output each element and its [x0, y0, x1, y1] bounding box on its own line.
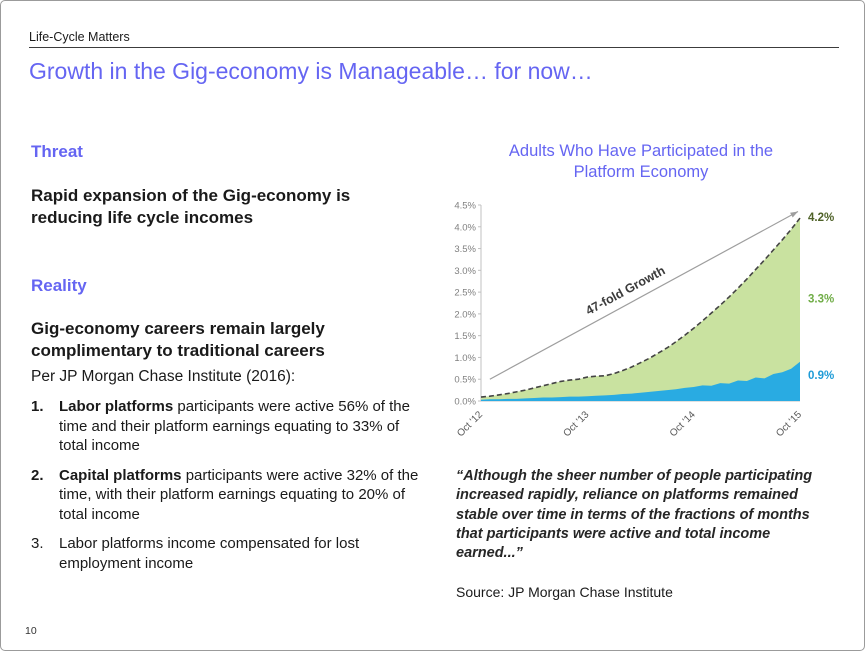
- list-item-number: 3.: [31, 535, 44, 552]
- reality-text: Gig-economy careers remain largely compl…: [31, 319, 325, 360]
- x-axis-label: Oct '15: [774, 409, 804, 439]
- list-item: 1. Labor platforms participants were act…: [31, 397, 421, 456]
- list-item-rest: participants were active 32% of the time…: [59, 466, 419, 523]
- y-axis-label: 0.0%: [454, 397, 476, 408]
- threat-heading: Threat: [31, 142, 83, 161]
- y-axis-label: 2.5%: [454, 288, 476, 299]
- reality-heading: Reality: [31, 276, 87, 295]
- y-axis-label: 0.5%: [454, 375, 476, 386]
- y-axis-label: 3.5%: [454, 244, 476, 255]
- list-item-number: 1.: [31, 398, 44, 415]
- list-item-text: Labor platforms income compensated for l…: [59, 534, 421, 573]
- growth-arrowhead: [790, 211, 798, 218]
- header-divider: [29, 47, 839, 48]
- list-intro: Per JP Morgan Chase Institute (2016):: [31, 368, 296, 385]
- y-axis-label: 4.0%: [454, 222, 476, 233]
- x-axis-label: Oct '12: [455, 409, 485, 439]
- list-item-rest: participants were active 56% of the time…: [59, 398, 410, 454]
- y-axis-label: 2.0%: [454, 309, 476, 320]
- list-item-text: Labor platforms participants were active…: [59, 397, 421, 456]
- list-item: 3. Labor platforms income compensated fo…: [31, 534, 421, 573]
- cumulative-area: [481, 218, 800, 401]
- findings-list: 1. Labor platforms participants were act…: [31, 397, 421, 583]
- x-axis-label: Oct '14: [668, 409, 698, 439]
- x-axis-label: Oct '13: [561, 409, 591, 439]
- list-item-rest: Labor platforms income compensated for l…: [59, 535, 360, 572]
- slide-tagline: Life-Cycle Matters: [29, 30, 130, 44]
- growth-arrow: [489, 211, 799, 380]
- list-item: 2. Capital platforms participants were a…: [31, 466, 421, 525]
- list-item-number: 2.: [31, 466, 44, 484]
- quote-text: “Although the sheer number of people par…: [456, 468, 813, 562]
- y-axis-label: 4.5%: [454, 201, 476, 212]
- list-item-lead: Labor platforms: [59, 398, 174, 415]
- page-number: 10: [25, 625, 37, 637]
- y-axis-label: 1.5%: [454, 331, 476, 342]
- chart-title: Adults Who Have Participated in the Plat…: [508, 142, 774, 181]
- end-value-label: 3.3%: [808, 294, 834, 306]
- source-text: Source: JP Morgan Chase Institute: [456, 584, 673, 600]
- cumulative-dashed-line: [480, 217, 801, 398]
- slide-title: Growth in the Gig-economy is Manageable……: [29, 58, 593, 84]
- platform-economy-chart: 0.0% 0.5% 1.0% 1.5% 2.0% 2.5% 3.0% 3.5% 4.0% 4.5%…: [439, 191, 854, 453]
- monthly-area: [481, 361, 800, 401]
- end-value-label: 4.2%: [808, 212, 834, 224]
- list-item-lead: Capital platforms: [59, 466, 182, 484]
- y-axis-label: 1.0%: [454, 353, 476, 364]
- growth-annotation: 47-fold Growth: [583, 263, 667, 317]
- list-item-text: Capital platforms participants were acti…: [59, 466, 421, 525]
- y-axis-label: 3.0%: [454, 266, 476, 277]
- threat-text: Rapid expansion of the Gig-economy is re…: [31, 186, 351, 227]
- chart-canvas: 0.0% 0.5% 1.0% 1.5% 2.0% 2.5% 3.0% 3.5% 4.0% 4.5%…: [454, 201, 834, 440]
- end-value-label: 0.9%: [808, 370, 834, 382]
